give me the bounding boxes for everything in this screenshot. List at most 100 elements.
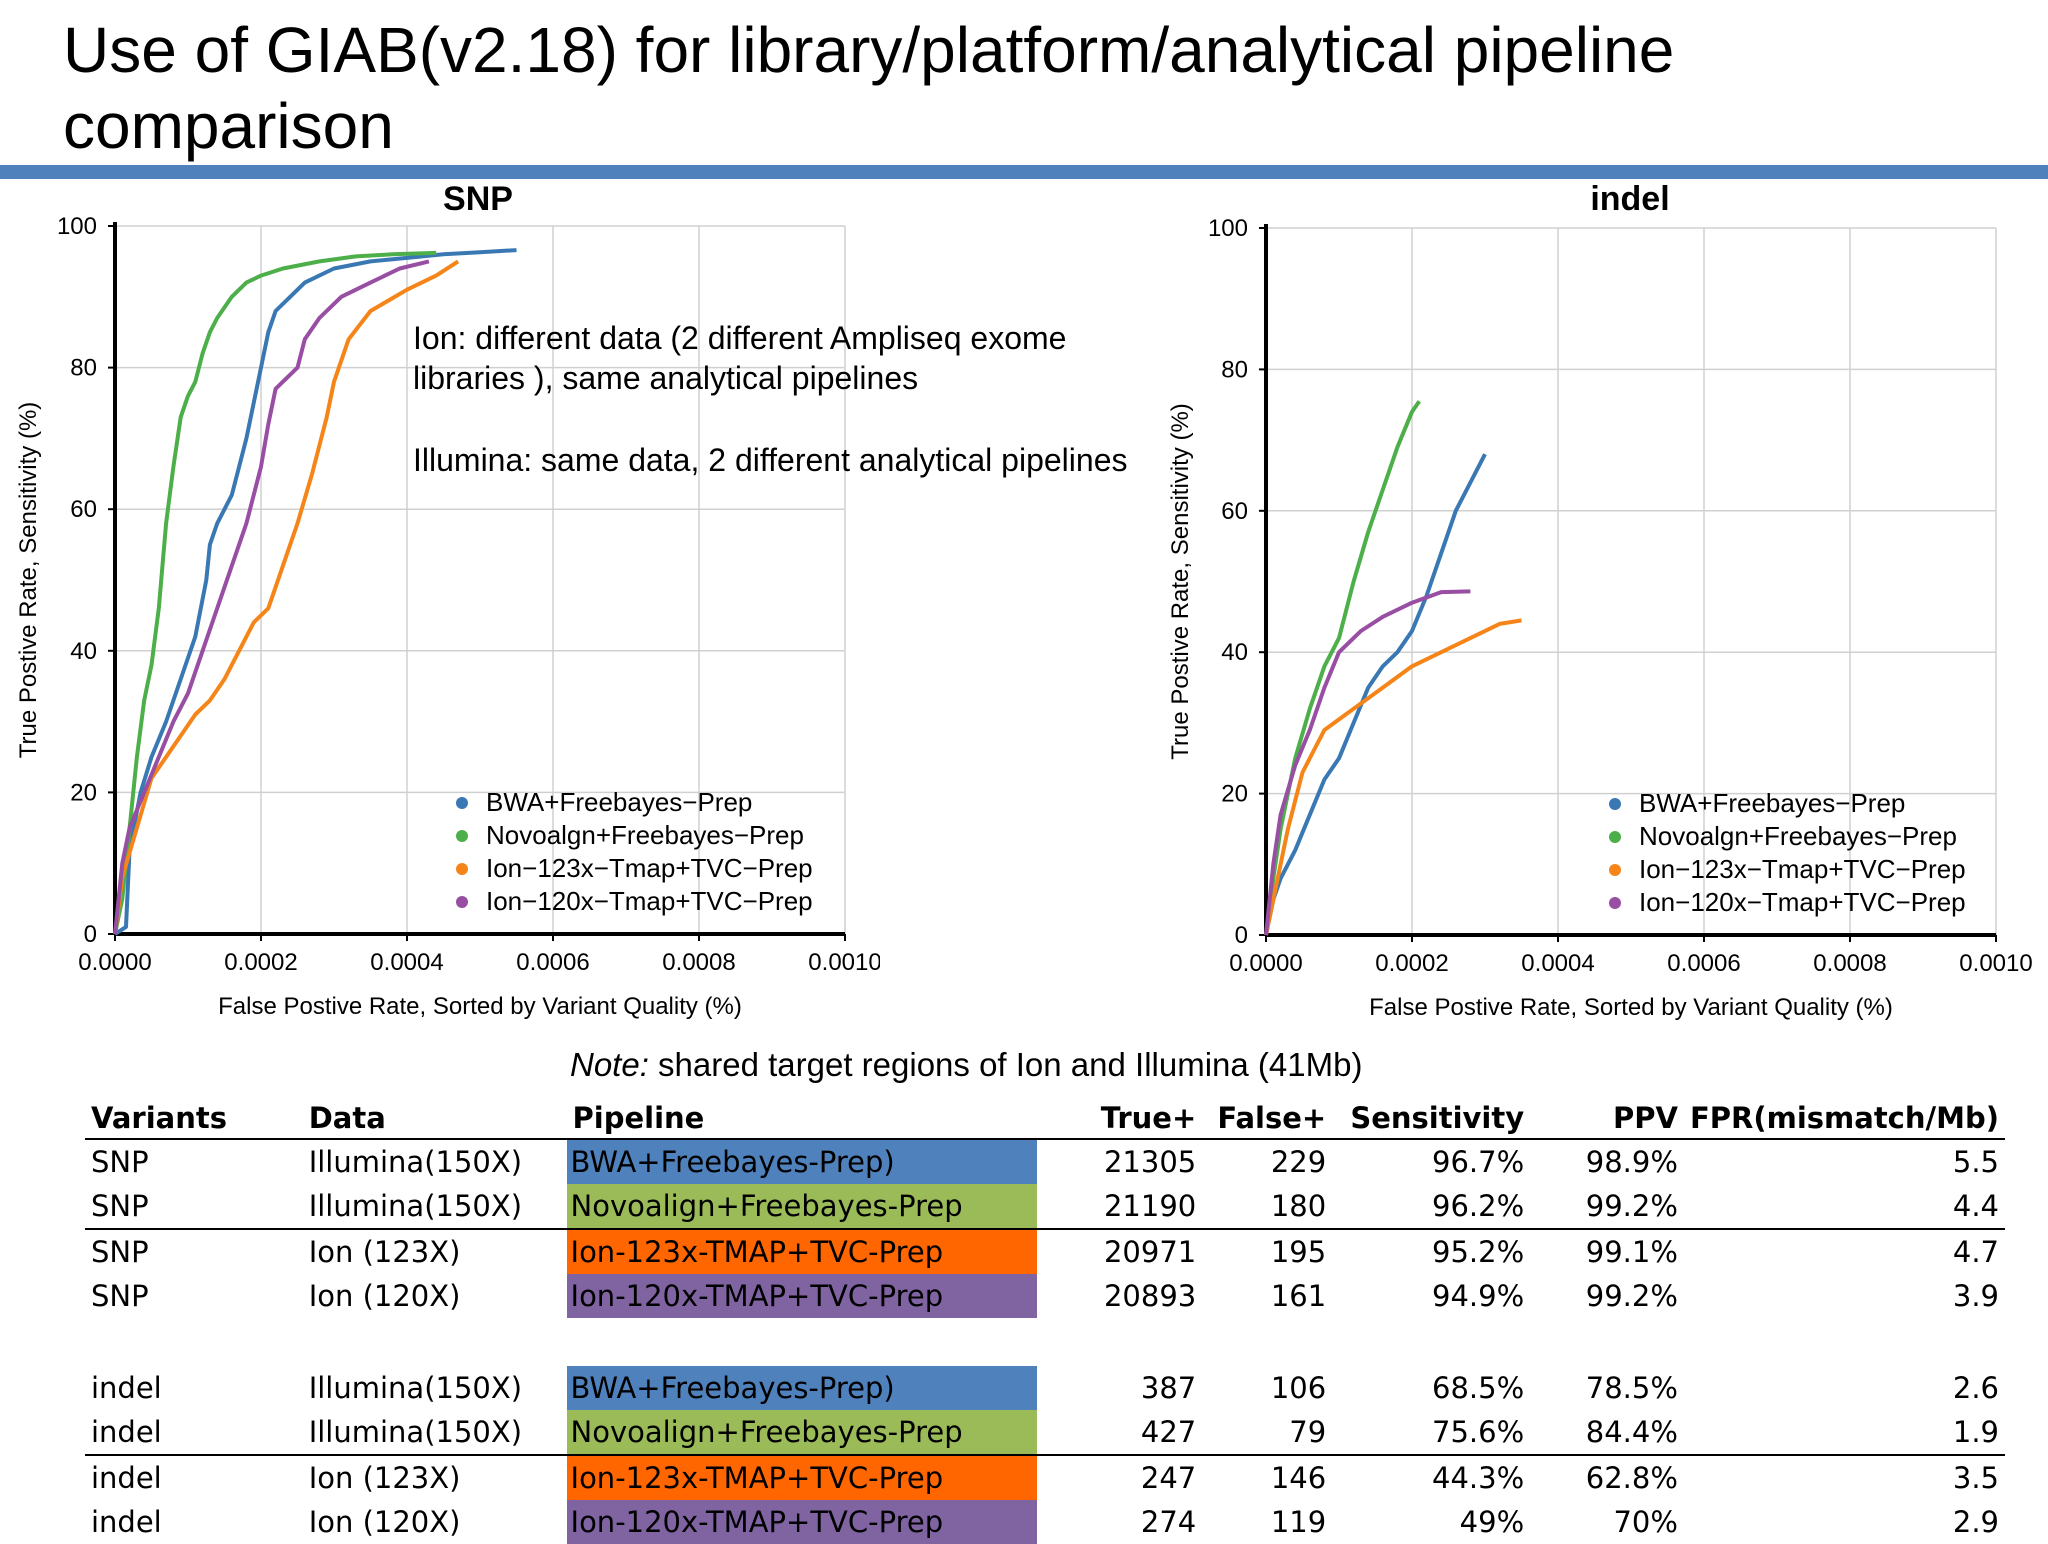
chart-0-legend-label-3: Ion−120x−Tmap+TVC−Prep bbox=[486, 886, 813, 916]
table-row: SNP Illumina(150X) Novoalign+Freebayes-Pre… bbox=[85, 1184, 2005, 1230]
cell-sensitivity: 44.3% bbox=[1432, 1461, 1525, 1495]
cell-pipeline: Novoalign+Freebayes-Prep bbox=[566, 1184, 1063, 1230]
cell-false-positives: 146 bbox=[1270, 1461, 1327, 1495]
cell-true-positives: 387 bbox=[1140, 1371, 1197, 1405]
table-spacer-row bbox=[85, 1318, 2005, 1366]
chart-1-y-axis-label: True Postive Rate, Sensitivity (%) bbox=[1167, 403, 1194, 760]
pipeline-label: Novoalign+Freebayes-Prep bbox=[566, 1410, 1037, 1454]
cell-variants: SNP bbox=[91, 1235, 149, 1269]
cell-fpr: 5.5 bbox=[1952, 1145, 1999, 1179]
chart-0-x-tick-label: 0.0004 bbox=[370, 949, 443, 976]
table-spacer-cell bbox=[85, 1318, 2005, 1366]
cell-data: Illumina(150X) bbox=[302, 1410, 567, 1456]
slide-title: Use of GIAB(v2.18) for library/platform/… bbox=[63, 14, 1675, 162]
chart-1-y-tick-label: 80 bbox=[1221, 356, 1248, 383]
cell-pipeline: Ion-120x-TMAP+TVC-Prep bbox=[566, 1500, 1063, 1544]
cell-ppv: 98.9% bbox=[1585, 1145, 1678, 1179]
chart-0-x-tick-label: 0.0002 bbox=[224, 949, 297, 976]
cell-variants: indel bbox=[91, 1371, 162, 1405]
chart-0-legend-label-2: Ion−123x−Tmap+TVC−Prep bbox=[486, 853, 813, 883]
chart-1-legend-marker-1 bbox=[1609, 831, 1621, 843]
chart-0-legend-label-1: Novoalgn+Freebayes−Prep bbox=[486, 820, 804, 850]
pipeline-label: Ion-123x-TMAP+TVC-Prep bbox=[566, 1456, 1037, 1500]
cell-pipeline: Novoalign+Freebayes-Prep bbox=[566, 1410, 1063, 1456]
pipeline-label: Ion-120x-TMAP+TVC-Prep bbox=[566, 1274, 1037, 1318]
chart-0-series-line-1 bbox=[113, 250, 437, 935]
cell-variants: SNP bbox=[91, 1145, 149, 1179]
chart-0-x-axis-label: False Postive Rate, Sorted by Variant Qu… bbox=[218, 993, 742, 1020]
cell-fpr: 4.7 bbox=[1952, 1235, 1999, 1269]
chart-0-legend-label-0: BWA+Freebayes−Prep bbox=[486, 787, 752, 817]
chart-1-y-tick-label: 0 bbox=[1235, 922, 1248, 949]
cell-variants: SNP bbox=[91, 1279, 149, 1313]
annotation-ion-line1: Ion: different data (2 different Amplise… bbox=[413, 320, 1067, 356]
cell-ppv: 99.2% bbox=[1585, 1279, 1678, 1313]
cell-true-positives: 247 bbox=[1140, 1461, 1197, 1495]
cell-data: Ion (120X) bbox=[308, 1505, 461, 1539]
table-row: SNP Illumina(150X) BWA+Freebayes-Prep) 2130… bbox=[85, 1139, 2005, 1184]
cell-fpr: 2.6 bbox=[1952, 1371, 1999, 1405]
cell-pipeline: Ion-123x-TMAP+TVC-Prep bbox=[566, 1455, 1063, 1500]
chart-0-series-line-0 bbox=[113, 248, 517, 936]
cell-pipeline: BWA+Freebayes-Prep) bbox=[566, 1139, 1063, 1184]
chart-0-y-tick-label: 0 bbox=[84, 921, 97, 948]
cell-sensitivity: 96.2% bbox=[1332, 1184, 1531, 1230]
chart-1-x-axis-label: False Postive Rate, Sorted by Variant Qu… bbox=[1369, 994, 1893, 1020]
chart-1-legend-label-2: Ion−123x−Tmap+TVC−Prep bbox=[1639, 854, 1966, 884]
cell-true-positives: 21190 bbox=[1062, 1184, 1203, 1230]
chart-0-y-tick-label: 40 bbox=[70, 638, 97, 665]
chart-0-y-axis-label: True Postive Rate, Sensitivity (%) bbox=[15, 402, 42, 759]
cell-true-positives: 274 bbox=[1140, 1505, 1197, 1539]
chart-1-legend-label-1: Novoalgn+Freebayes−Prep bbox=[1639, 821, 1957, 851]
cell-variants: indel bbox=[91, 1461, 162, 1495]
cell-false-positives: 79 bbox=[1202, 1410, 1333, 1456]
cell-ppv: 99.1% bbox=[1585, 1235, 1678, 1269]
chart-1-legend-label-3: Ion−120x−Tmap+TVC−Prep bbox=[1639, 887, 1966, 917]
cell-fpr: 2.9 bbox=[1952, 1505, 1999, 1539]
cell-false-positives: 161 bbox=[1270, 1279, 1327, 1313]
chart-1-x-tick-label: 0.0000 bbox=[1229, 950, 1302, 977]
chart-0-x-tick-label: 0.0006 bbox=[516, 949, 589, 976]
cell-sensitivity: 75.6% bbox=[1332, 1410, 1531, 1456]
chart-1-legend-label-0: BWA+Freebayes−Prep bbox=[1639, 788, 1905, 818]
header-variants: Variants bbox=[85, 1098, 303, 1140]
cell-sensitivity: 49% bbox=[1459, 1505, 1525, 1539]
cell-ppv: 78.5% bbox=[1585, 1371, 1678, 1405]
chart-1-x-tick-label: 0.0006 bbox=[1667, 950, 1740, 977]
table-body: SNP Illumina(150X) BWA+Freebayes-Prep) 2130… bbox=[85, 1139, 2005, 1544]
cell-true-positives: 21305 bbox=[1103, 1145, 1197, 1179]
cell-ppv: 99.2% bbox=[1530, 1184, 1684, 1230]
cell-pipeline: Ion-123x-TMAP+TVC-Prep bbox=[566, 1229, 1063, 1274]
results-table: Variants Data Pipeline True+ False+ Sens… bbox=[85, 1098, 2005, 1544]
annotation-ion-line2: libraries ), same analytical pipelines bbox=[413, 360, 919, 396]
chart-1-x-tick-label: 0.0002 bbox=[1375, 950, 1448, 977]
table-row: SNP Ion (120X) Ion-120x-TMAP+TVC-Prep 20893… bbox=[85, 1274, 2005, 1318]
cell-data: Ion (123X) bbox=[308, 1461, 461, 1495]
table-row: indel Ion (123X) Ion-123x-TMAP+TVC-Prep 247… bbox=[85, 1455, 2005, 1500]
cell-pipeline: BWA+Freebayes-Prep) bbox=[566, 1366, 1063, 1410]
cell-data: Illumina(150X) bbox=[308, 1145, 523, 1179]
chart-0-x-tick-label: 0.0000 bbox=[78, 949, 151, 976]
cell-variants: indel bbox=[91, 1505, 162, 1539]
note-label: Note: bbox=[570, 1046, 649, 1083]
indel-chart: 0.0000 0.0002 0.0004 0.0006 0.0008 0.0010 0 20 4… bbox=[1167, 180, 2033, 1020]
chart-1-series-line-1 bbox=[1264, 400, 1421, 936]
chart-1-y-tick-label: 100 bbox=[1208, 215, 1248, 242]
pipeline-label: Novoalign+Freebayes-Prep bbox=[566, 1184, 1037, 1228]
cell-fpr: 3.5 bbox=[1952, 1461, 1999, 1495]
chart-1-legend-marker-3 bbox=[1609, 897, 1621, 909]
snp-chart: 0.0000 0.0002 0.0004 0.0006 0.0008 0.0010 0 20 4… bbox=[15, 180, 880, 1020]
chart-0-y-tick-label: 100 bbox=[57, 213, 97, 240]
pipeline-label: Ion-123x-TMAP+TVC-Prep bbox=[566, 1230, 1037, 1274]
cell-ppv: 70% bbox=[1613, 1505, 1678, 1539]
table-row: SNP Ion (123X) Ion-123x-TMAP+TVC-Prep 20971… bbox=[85, 1229, 2005, 1274]
cell-variants: SNP bbox=[85, 1184, 303, 1230]
chart-0-x-tick-label: 0.0008 bbox=[662, 949, 735, 976]
header-false-positives: False+ bbox=[1202, 1098, 1333, 1140]
chart-1-legend-marker-0 bbox=[1609, 798, 1621, 810]
cell-data: Ion (120X) bbox=[308, 1279, 461, 1313]
cell-ppv: 84.4% bbox=[1530, 1410, 1684, 1456]
note-text: shared target regions of Ion and Illumin… bbox=[648, 1046, 1363, 1083]
chart-1-title: indel bbox=[1590, 180, 1669, 218]
cell-false-positives: 195 bbox=[1270, 1235, 1327, 1269]
